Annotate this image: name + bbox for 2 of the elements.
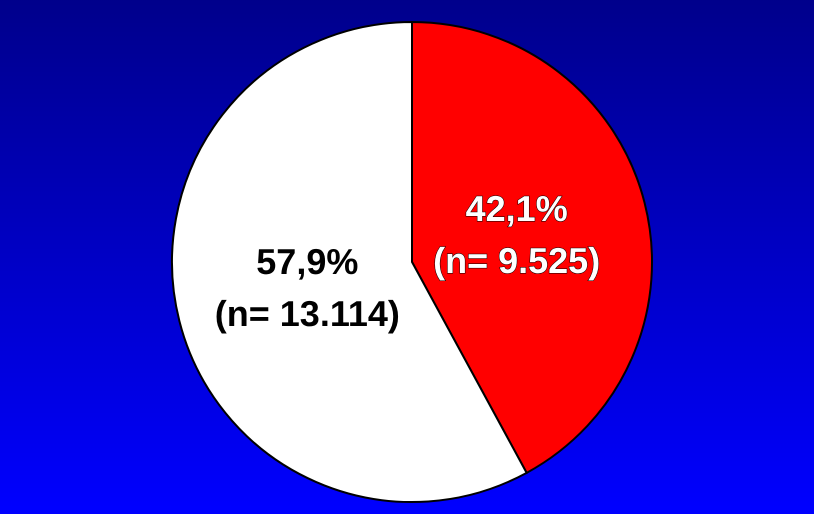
- data-label: 42,1% (n= 9.525): [433, 188, 600, 281]
- data-label: 57,9% (n= 13.114): [214, 241, 400, 334]
